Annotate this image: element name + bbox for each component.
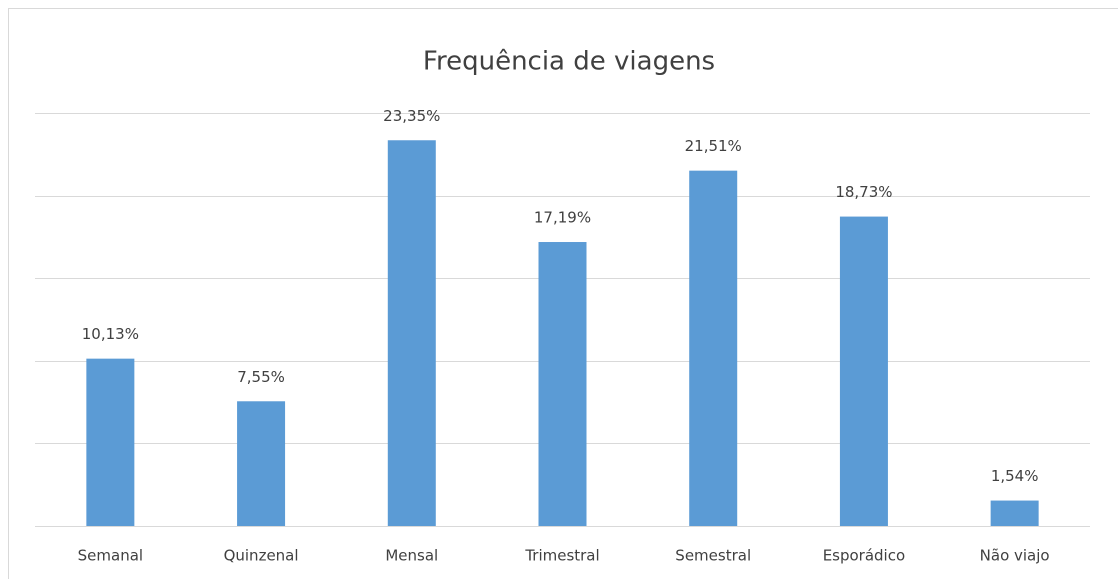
- data-label: 21,51%: [685, 137, 742, 155]
- bar: [538, 242, 587, 527]
- bar: [689, 170, 738, 527]
- x-tick-label: Não viajo: [980, 547, 1050, 565]
- data-label: 7,55%: [237, 368, 285, 386]
- data-label: 10,13%: [82, 325, 139, 343]
- x-tick-label: Quinzenal: [224, 547, 299, 565]
- bar: [839, 216, 888, 527]
- data-label: 1,54%: [991, 467, 1039, 485]
- chart-title: Frequência de viagens: [423, 47, 715, 77]
- data-label: 18,73%: [835, 183, 892, 201]
- data-label: 17,19%: [534, 209, 591, 227]
- bar: [237, 401, 286, 526]
- bar: [387, 140, 436, 526]
- bar: [990, 500, 1039, 526]
- x-tick-label: Esporádico: [823, 547, 905, 565]
- data-label: 23,35%: [383, 107, 440, 125]
- x-tick-label: Trimestral: [524, 547, 599, 565]
- bar: [86, 358, 135, 526]
- x-tick-label: Semanal: [78, 547, 143, 565]
- x-tick-label: Semestral: [675, 547, 751, 565]
- x-tick-label: Mensal: [385, 547, 438, 565]
